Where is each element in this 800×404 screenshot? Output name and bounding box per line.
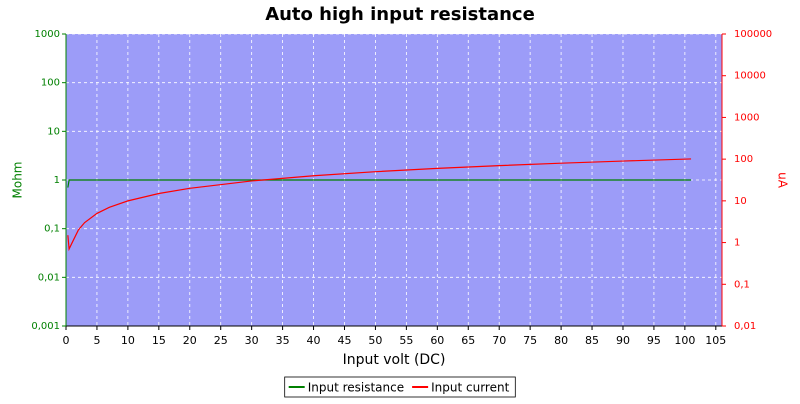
data-line [67, 179, 692, 188]
y2-tick-label: 1000 [734, 112, 759, 123]
x-tick-label: 50 [368, 334, 382, 347]
y-tick-label: 10 [47, 126, 60, 137]
y2-tick-label: 100000 [734, 29, 772, 40]
x-tick-label: 30 [245, 334, 259, 347]
x-tick-label: 75 [523, 334, 537, 347]
x-tick-label: 70 [492, 334, 506, 347]
chart-title: Auto high input resistance [265, 4, 535, 25]
legend-box [284, 376, 516, 398]
y2-axis-label: uA [776, 172, 790, 189]
x-tick-label: 20 [183, 334, 197, 347]
x-axis-label: Input volt (DC) [343, 352, 446, 368]
y2-tick-label: 10000 [734, 71, 766, 82]
x-tick-label: 55 [399, 334, 413, 347]
y2-tick-label: 100 [734, 154, 753, 165]
y2-tick-label: 1 [734, 238, 740, 249]
x-tick-label: 40 [307, 334, 321, 347]
x-tick-label: 80 [554, 334, 568, 347]
y-tick-label: 1000 [35, 29, 60, 40]
x-tick-label: 85 [585, 334, 599, 347]
y-tick-label: 1 [54, 175, 60, 186]
x-tick-label: 0 [63, 334, 70, 347]
x-tick-label: 90 [616, 334, 630, 347]
x-tick-label: 45 [337, 334, 351, 347]
x-tick-label: 60 [430, 334, 444, 347]
y-tick-label: 0,01 [38, 272, 60, 283]
x-tick-label: 95 [647, 334, 661, 347]
y-axis-label: Mohm [11, 162, 25, 199]
data-line [67, 158, 692, 252]
y2-tick-label: 0,1 [734, 279, 750, 290]
y-tick-label: 0,1 [44, 224, 60, 235]
y2-tick-label: 10 [734, 196, 747, 207]
y-tick-label: 0,001 [31, 321, 60, 332]
y2-tick-label: 0,01 [734, 321, 756, 332]
x-tick-label: 35 [276, 334, 290, 347]
legend-label: Input current [431, 381, 509, 395]
x-tick-label: 25 [214, 334, 228, 347]
x-tick-label: 100 [674, 334, 695, 347]
x-tick-label: 65 [461, 334, 475, 347]
x-tick-label: 15 [152, 334, 166, 347]
x-tick-label: 105 [705, 334, 726, 347]
x-tick-label: 5 [93, 334, 100, 347]
x-tick-label: 10 [121, 334, 135, 347]
legend-label: Input resistance [308, 381, 404, 395]
y-tick-label: 100 [41, 78, 60, 89]
